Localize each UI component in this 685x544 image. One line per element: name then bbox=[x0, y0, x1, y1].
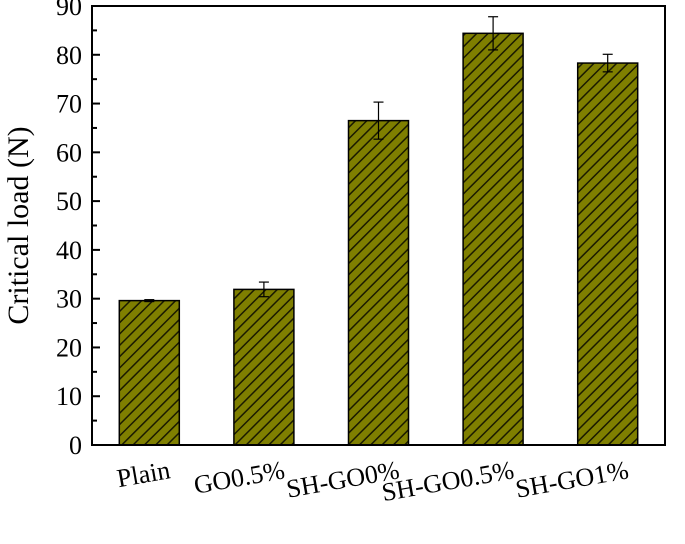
bar bbox=[347, 119, 410, 446]
y-tick-label: 0 bbox=[69, 431, 82, 460]
error-bar bbox=[258, 281, 269, 298]
x-category-label: SH-GO0.5% bbox=[380, 455, 517, 507]
y-tick-label: 40 bbox=[56, 236, 82, 265]
x-category-label: Plain bbox=[115, 455, 173, 493]
bar bbox=[118, 299, 181, 446]
bars bbox=[118, 32, 639, 446]
y-ticks bbox=[92, 5, 100, 446]
y-tick-label: 70 bbox=[56, 90, 82, 119]
y-tick-label: 90 bbox=[56, 0, 82, 21]
bar bbox=[576, 62, 639, 446]
y-tick-label: 60 bbox=[56, 138, 82, 167]
y-tick-label: 10 bbox=[56, 382, 82, 411]
y-axis-title: Critical load (N) bbox=[2, 126, 35, 324]
bar bbox=[462, 32, 524, 446]
error-bar bbox=[602, 53, 613, 73]
error-bars bbox=[144, 16, 613, 303]
y-tick-label: 80 bbox=[56, 41, 82, 70]
y-tick-label: 30 bbox=[56, 285, 82, 314]
error-bar bbox=[488, 16, 499, 51]
y-tick-label: 50 bbox=[56, 187, 82, 216]
x-category-label: GO0.5% bbox=[192, 455, 287, 499]
error-bar bbox=[144, 299, 155, 303]
y-tick-labels: 0 10 20 30 40 50 60 70 80 90 bbox=[56, 0, 82, 460]
bar bbox=[233, 288, 295, 446]
x-category-label: SH-GO1% bbox=[513, 455, 630, 503]
error-bar bbox=[373, 101, 384, 140]
y-tick-label: 20 bbox=[56, 333, 82, 362]
x-category-labels: Plain GO0.5%SH-GO0%SH-GO0.5%SH-GO1% bbox=[115, 455, 631, 507]
